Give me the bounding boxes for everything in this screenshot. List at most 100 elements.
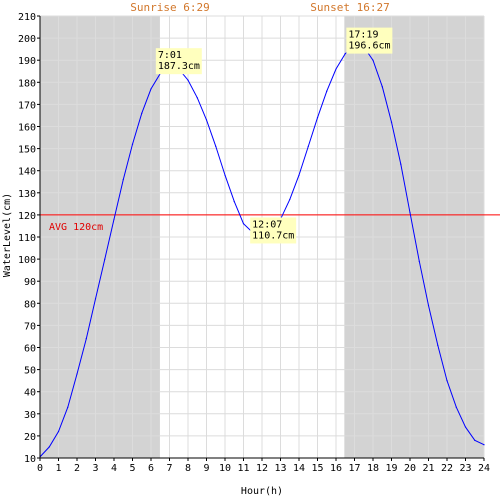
x-tick-label-11: 11	[237, 463, 249, 474]
axes-group: 0 1 2 3 4 5 6 7 8 9 10 11 12 13 14 15 16 17 18 19 20 21 22 23 24…	[18, 12, 490, 474]
y-tick-label-80: 80	[24, 299, 36, 310]
data-point	[427, 304, 430, 307]
data-point	[150, 88, 152, 90]
x-axis-title: Hour(h)	[241, 486, 283, 497]
data-point	[381, 86, 383, 88]
data-point	[141, 112, 143, 114]
data-point	[57, 430, 60, 433]
x-tick-label-7: 7	[166, 463, 172, 474]
x-tick-label-5: 5	[129, 463, 135, 474]
data-point	[215, 145, 217, 147]
y-tick-label-90: 90	[24, 277, 36, 288]
y-tick-label-140: 140	[18, 167, 36, 178]
x-tick-label-17: 17	[348, 463, 360, 474]
annotation-time-1: 12:07	[252, 219, 282, 230]
x-tick-label-8: 8	[185, 463, 191, 474]
data-point	[187, 79, 189, 81]
data-point	[224, 174, 226, 176]
data-point	[483, 444, 485, 446]
average-label: AVG 120cm	[49, 222, 103, 233]
y-tick-label-110: 110	[18, 233, 36, 244]
x-tick-label-0: 0	[37, 463, 43, 474]
sunrise-label: Sunrise 6:29	[130, 1, 209, 14]
sunset-label: Sunset 16:27	[310, 1, 389, 14]
y-tick-label-100: 100	[18, 255, 36, 266]
data-point	[418, 260, 420, 262]
x-tick-label-6: 6	[148, 463, 154, 474]
x-tick-label-19: 19	[385, 463, 397, 474]
y-tick-label-130: 130	[18, 189, 36, 200]
data-point	[390, 121, 393, 123]
x-tick-label-23: 23	[459, 463, 471, 474]
x-tick-label-10: 10	[219, 463, 231, 474]
y-tick-label-70: 70	[24, 321, 36, 332]
data-point	[344, 52, 346, 55]
annotation-box-2	[346, 27, 393, 54]
data-point	[474, 439, 476, 441]
x-tick-label-22: 22	[441, 463, 453, 474]
x-tick-label-16: 16	[330, 463, 342, 474]
annotation-box-0	[155, 48, 202, 75]
data-point	[85, 338, 87, 340]
annotation-box-1	[250, 217, 297, 244]
annotation-time-0: 7:01	[158, 50, 182, 61]
data-point	[464, 426, 467, 428]
y-tick-label-190: 190	[18, 56, 36, 67]
data-point	[233, 201, 235, 203]
y-tick-label-210: 210	[18, 12, 36, 23]
data-point	[335, 68, 337, 70]
x-tick-label-12: 12	[256, 463, 268, 474]
average-line-group: AVG 120cm	[40, 214, 500, 233]
data-point	[455, 406, 457, 408]
data-point	[289, 198, 291, 201]
x-tick-label-2: 2	[74, 463, 80, 474]
data-point	[48, 446, 50, 448]
y-tick-label-40: 40	[24, 388, 36, 399]
x-tick-label-15: 15	[311, 463, 323, 474]
data-point	[67, 406, 69, 408]
data-point	[113, 218, 115, 220]
y-tick-label-30: 30	[24, 410, 36, 421]
data-point	[307, 145, 309, 147]
x-tick-label-1: 1	[55, 463, 61, 474]
x-tick-label-3: 3	[92, 463, 98, 474]
annotation-value-0: 187.3cm	[158, 61, 200, 72]
y-tick-label-60: 60	[24, 344, 36, 355]
y-tick-label-160: 160	[18, 123, 36, 134]
data-point	[372, 59, 374, 61]
y-tick-label-120: 120	[18, 211, 36, 222]
y-tick-label-180: 180	[18, 78, 36, 89]
y-tick-label-20: 20	[24, 432, 36, 443]
y-tick-label-200: 200	[18, 34, 36, 45]
x-tick-label-24: 24	[478, 463, 490, 474]
data-point	[400, 163, 402, 165]
data-point	[76, 373, 78, 375]
x-tick-label-20: 20	[404, 463, 416, 474]
data-point	[205, 119, 208, 121]
data-point	[437, 344, 439, 346]
annotation-value-2: 196.6cm	[348, 41, 390, 52]
data-point	[196, 97, 198, 99]
data-point	[326, 90, 328, 92]
data-point	[242, 223, 245, 225]
y-tick-label-150: 150	[18, 145, 36, 156]
x-tick-label-18: 18	[367, 463, 379, 474]
data-point	[316, 117, 319, 119]
data-point	[446, 380, 448, 382]
data-point	[298, 174, 300, 176]
x-tick-label-4: 4	[111, 463, 117, 474]
grid-lines	[39, 15, 485, 459]
y-tick-label-50: 50	[24, 366, 36, 377]
annotation-time-2: 17:19	[348, 30, 378, 41]
x-tick-label-14: 14	[293, 463, 305, 474]
x-tick-label-13: 13	[274, 463, 286, 474]
y-tick-label-170: 170	[18, 100, 36, 111]
data-point	[122, 178, 124, 181]
y-tick-label-10: 10	[24, 454, 36, 465]
x-tick-label-21: 21	[422, 463, 434, 474]
x-tick-label-9: 9	[203, 463, 209, 474]
y-axis-title: WaterLevel(cm)	[2, 193, 13, 277]
data-point	[104, 258, 106, 260]
